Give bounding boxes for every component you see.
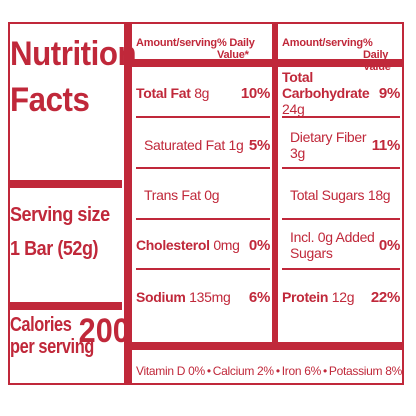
right-column-header: Amount/serving % Daily Value*: [282, 37, 400, 73]
divider-title: [10, 180, 122, 188]
calories-label-line-1: Calories: [10, 314, 72, 336]
nutrient-name: Total Sugars 18g: [282, 187, 391, 203]
daily-value-percent: 0%: [248, 236, 270, 254]
divider-serving: [10, 302, 122, 310]
nutrient-name: Protein 12g: [282, 289, 355, 305]
left-column-header: Amount/serving % Daily Value*: [136, 37, 268, 61]
nutrient-label: Trans Fat: [144, 187, 201, 203]
nutrient-label: Total Carbohydrate: [282, 69, 370, 101]
nutrient-amount: 12g: [331, 289, 355, 305]
amount-serving-header: Amount/serving: [282, 37, 363, 49]
nutrient-name: Trans Fat 0g: [136, 187, 220, 203]
vertical-divider: [124, 24, 132, 383]
nutrition-facts-title: Nutrition Facts: [10, 31, 137, 123]
potassium: Potassium 8%: [328, 364, 402, 378]
separator-dot: •: [322, 364, 327, 378]
nutrient-label: Total Fat: [136, 85, 191, 101]
calories-value: 200: [78, 312, 130, 350]
nutrient-label: Dietary Fiber: [290, 129, 367, 145]
nutrient-row: Total Fat 8g 10%: [136, 82, 270, 104]
amount-serving-header: Amount/serving: [136, 37, 217, 49]
serving-size-label: Serving size: [10, 204, 110, 226]
nutrient-row: Sodium 135mg 6%: [136, 286, 270, 308]
nutrient-amount: 18g: [367, 187, 391, 203]
daily-value-percent: 10%: [240, 84, 270, 102]
calcium: Calcium 2%: [212, 364, 274, 378]
nutrient-amount: 8g: [194, 85, 210, 101]
calories-block: Calories per serving 200: [10, 310, 130, 380]
row-divider: [136, 268, 270, 270]
divider-header: [132, 59, 402, 67]
calories-label: Calories per serving: [10, 314, 94, 358]
nutrient-row: Dietary Fiber 3g 11%: [282, 129, 401, 161]
iron: Iron 6%: [281, 364, 322, 378]
nutrient-label: Protein: [282, 289, 329, 305]
nutrient-label: Cholesterol: [136, 237, 210, 253]
nutrient-amount: 24g: [282, 101, 305, 117]
nutrient-row: Saturated Fat 1g 5%: [136, 134, 270, 156]
nutrient-label: Total Sugars: [290, 187, 365, 203]
nutrient-label: Saturated Fat: [144, 137, 225, 153]
title-line-2: Facts: [10, 81, 90, 119]
daily-value-header: % Daily Value*: [362, 37, 395, 73]
nutrient-name: Incl. 0g Added Sugars: [282, 229, 379, 261]
vitamin-list: Vitamin D 0% • Calcium 2% • Iron 6% • Po…: [136, 364, 402, 378]
nutrient-row: Cholesterol 0mg 0%: [136, 234, 270, 256]
calories-label-line-2: per serving: [10, 336, 94, 358]
nutrition-label: Nutrition Facts Serving size 1 Bar (52g)…: [8, 22, 404, 385]
nutrient-name: Saturated Fat 1g: [136, 137, 244, 153]
daily-value-percent: 22%: [370, 288, 400, 306]
vitamin-d: Vitamin D 0%: [136, 364, 205, 378]
nutrient-label: Incl. 0g Added Sugars: [290, 229, 375, 261]
nutrient-label: Sodium: [136, 289, 186, 305]
daily-value-percent: 0%: [378, 236, 400, 254]
serving-size: Serving size 1 Bar (52g): [10, 198, 111, 266]
daily-value-header: % Daily Value*: [216, 37, 255, 61]
row-divider: [282, 167, 400, 169]
nutrient-amount: 0g: [204, 187, 220, 203]
separator-dot: •: [206, 364, 211, 378]
row-divider: [136, 167, 270, 169]
separator-dot: •: [275, 364, 280, 378]
daily-value-percent: 5%: [248, 136, 270, 154]
nutrient-amount: 0mg: [213, 237, 240, 253]
nutrient-name: Sodium 135mg: [136, 289, 231, 305]
nutrient-amount: 1g: [228, 137, 244, 153]
nutrient-name: Total Carbohydrate 24g: [282, 69, 379, 117]
middle-divider: [272, 24, 278, 342]
daily-value-percent: 11%: [371, 136, 401, 154]
nutrient-row: Trans Fat 0g: [136, 184, 270, 206]
nutrient-name: Dietary Fiber 3g: [282, 129, 372, 161]
serving-size-value: 1 Bar (52g): [10, 238, 99, 260]
row-divider: [282, 116, 400, 118]
nutrient-row: Incl. 0g Added Sugars 0%: [282, 229, 400, 261]
nutrient-amount: 3g: [290, 145, 305, 161]
title-line-1: Nutrition: [10, 35, 137, 73]
nutrient-row: Total Carbohydrate 24g 9%: [282, 69, 400, 117]
nutrient-name: Cholesterol 0mg: [136, 237, 240, 253]
nutrient-row: Protein 12g 22%: [282, 286, 400, 308]
nutrient-row: Total Sugars 18g: [282, 184, 400, 206]
label-left-column: Nutrition Facts Serving size 1 Bar (52g)…: [10, 24, 137, 383]
daily-value-percent: 9%: [378, 84, 400, 102]
nutrient-name: Total Fat 8g: [136, 85, 209, 101]
row-divider: [136, 218, 270, 220]
row-divider: [282, 218, 400, 220]
daily-value-percent: 6%: [248, 288, 270, 306]
row-divider: [136, 116, 270, 118]
nutrient-amount: 135mg: [189, 289, 231, 305]
row-divider: [282, 268, 400, 270]
divider-vitamins: [132, 342, 402, 350]
